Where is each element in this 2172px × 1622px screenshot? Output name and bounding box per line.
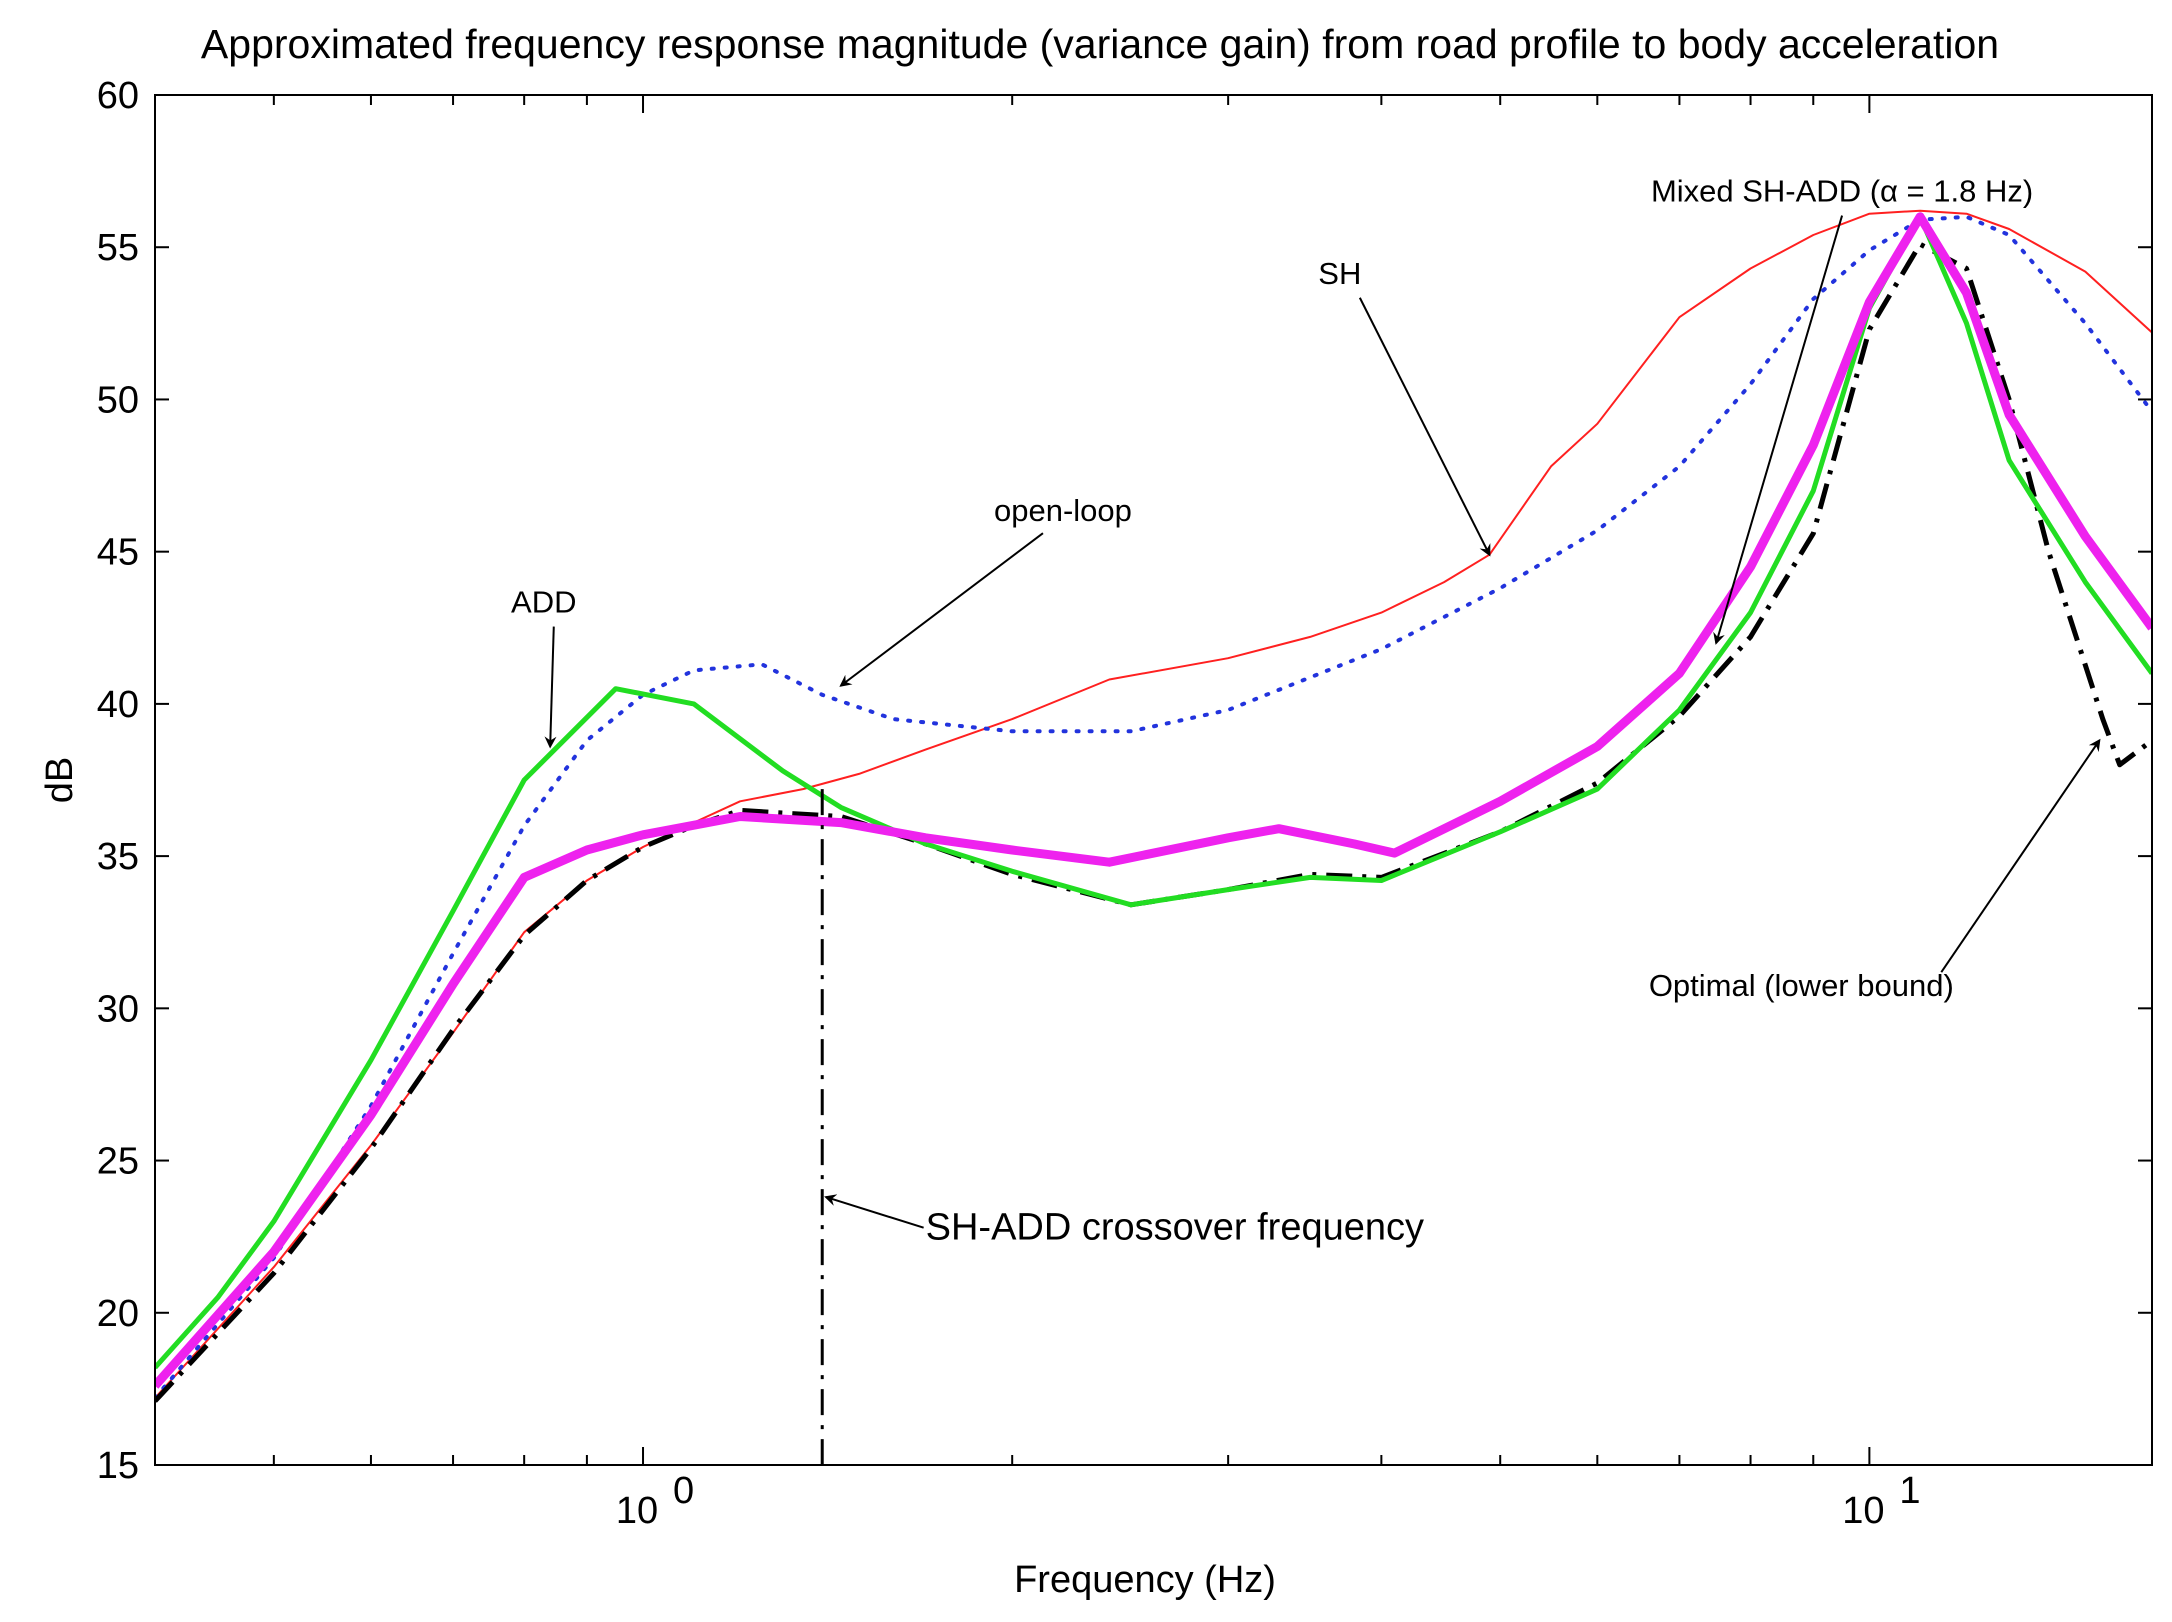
series-line-mixed-sh-add-1-8-hz <box>155 212 2152 1389</box>
x-tick-label: 10 <box>1842 1490 1884 1532</box>
annotation-sh: SH <box>1318 256 1361 291</box>
plot-frame <box>154 94 2153 1466</box>
series-line-open-loop <box>155 214 2152 1400</box>
x-tick-label: 10 <box>616 1490 658 1532</box>
annotation-arrow-optimal-lower-bound <box>1940 738 2101 973</box>
annotation-mixed-sh-add-1-8-hz: Mixed SH-ADD (α = 1.8 Hz) <box>1651 174 2033 209</box>
annotation-add: ADD <box>511 585 576 620</box>
ticks-layer: 15 20 25 30 35 40 45 50 55 60 10 0 10 1 <box>97 75 2152 1532</box>
annotation-sh-add-crossover-frequency: SH-ADD crossover frequency <box>926 1207 1424 1249</box>
y-tick-label: 25 <box>97 1141 139 1183</box>
annotation-arrow-add <box>544 626 557 749</box>
y-tick-label: 15 <box>97 1445 139 1487</box>
y-tick-label: 55 <box>97 227 139 269</box>
annotation-open-loop: open-loop <box>994 493 1132 528</box>
annotation-optimal-lower-bound: Optimal (lower bound) <box>1649 968 1954 1003</box>
series-line-optimal-lower-bound <box>155 241 2152 1403</box>
x-tick-exponent: 0 <box>673 1470 694 1512</box>
annotation-arrow-sh-add-crossover-frequency <box>824 1194 924 1229</box>
y-tick-label: 40 <box>97 684 139 726</box>
y-axis-label: dB <box>39 757 81 803</box>
annotations-layer: Mixed SH-ADD (α = 1.8 Hz) SH open-loop ADD O… <box>511 174 2101 1249</box>
y-tick-label: 30 <box>97 988 139 1030</box>
x-axis-label: Frequency (Hz) <box>1014 1559 1276 1601</box>
y-tick-label: 45 <box>97 532 139 574</box>
y-tick-label: 60 <box>97 75 139 117</box>
x-tick-exponent: 1 <box>1899 1470 1920 1512</box>
annotation-arrow-mixed-sh-add-1-8-hz <box>1713 215 1844 645</box>
annotation-arrow-sh <box>1358 297 1491 557</box>
annotation-arrow-open-loop <box>839 532 1044 687</box>
chart-title: Approximated frequency response magnitud… <box>201 21 1999 67</box>
series-layer <box>155 209 2152 1465</box>
y-tick-label: 50 <box>97 379 139 421</box>
y-tick-label: 35 <box>97 836 139 878</box>
y-tick-label: 20 <box>97 1293 139 1335</box>
